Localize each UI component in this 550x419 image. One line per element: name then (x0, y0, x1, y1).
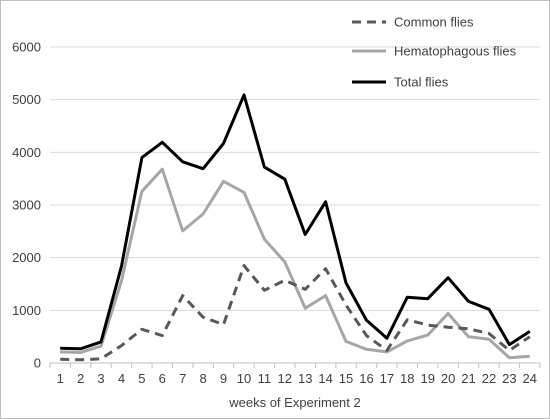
x-tick-label: 18 (400, 371, 414, 386)
x-tick-label: 14 (318, 371, 332, 386)
x-tick-label: 23 (502, 371, 516, 386)
series-line-total-flies (60, 93, 531, 351)
x-tick-label: 4 (118, 371, 125, 386)
legend-label: Total flies (394, 75, 449, 90)
x-tick-label: 16 (359, 371, 373, 386)
x-tick-label: 13 (298, 371, 312, 386)
x-tick-label: 6 (159, 371, 166, 386)
x-tick-label: 21 (461, 371, 475, 386)
axes (49, 362, 541, 368)
y-tick-label: 3000 (12, 198, 41, 213)
y-tick-label: 5000 (12, 92, 41, 107)
series-line-common-flies (60, 264, 531, 362)
x-tick-label: 15 (339, 371, 353, 386)
legend: Common flies Hematophagous flies Total fli… (352, 15, 517, 90)
y-tick-label: 4000 (12, 145, 41, 160)
legend-label: Hematophagous flies (394, 44, 517, 59)
x-tick-label: 10 (237, 371, 251, 386)
x-axis-title: weeks of Experiment 2 (228, 395, 361, 410)
x-tick-label: 12 (278, 371, 292, 386)
x-tick-labels: 1 2 3 4 5 6 7 8 9 10 11 12 13 14 15 16 17 18 19 20 21 22 23 24 (57, 371, 537, 386)
x-tick-label: 7 (179, 371, 186, 386)
x-tick-label: 22 (482, 371, 496, 386)
legend-label: Common flies (394, 15, 474, 30)
y-tick-label: 6000 (12, 40, 41, 55)
x-tick-label: 8 (200, 371, 207, 386)
y-tick-label: 1000 (12, 303, 41, 318)
series-lines (60, 93, 531, 362)
y-tick-labels: 0 1000 2000 3000 4000 5000 6000 (12, 40, 41, 371)
x-tick-label: 2 (77, 371, 84, 386)
x-tick-label: 24 (523, 371, 537, 386)
x-tick-label: 5 (138, 371, 145, 386)
x-tick-label: 9 (220, 371, 227, 386)
y-tick-label: 2000 (12, 250, 41, 265)
x-tick-label: 11 (258, 371, 272, 386)
x-tick-label: 20 (441, 371, 455, 386)
x-tick-label: 19 (420, 371, 434, 386)
x-tick-label: 1 (57, 371, 64, 386)
x-tick-label: 17 (380, 371, 394, 386)
y-tick-label: 0 (34, 356, 41, 371)
x-tick-label: 3 (97, 371, 104, 386)
